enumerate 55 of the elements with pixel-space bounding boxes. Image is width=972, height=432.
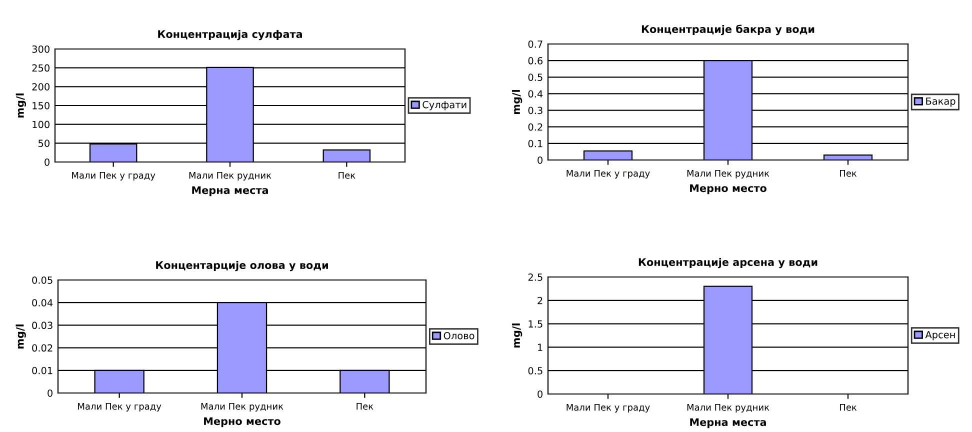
y-tick-label: 0.4 xyxy=(528,90,543,98)
x-tick-label: Мали Пек у граду xyxy=(78,403,162,412)
y-axis-title: mg/l xyxy=(16,94,26,118)
y-tick-label: 0.02 xyxy=(32,344,52,352)
y-axis-title: mg/l xyxy=(512,90,522,114)
x-tick-label: Пек xyxy=(338,172,356,179)
x-axis-title: Мерно место xyxy=(204,417,280,428)
y-tick-label: 250 xyxy=(32,64,50,72)
legend-label: Олово xyxy=(444,332,474,340)
y-tick-label: 2 xyxy=(538,296,542,304)
y-tick-label: 300 xyxy=(32,45,50,53)
y-tick-label: 0.05 xyxy=(32,276,52,284)
y-tick-label: 0.7 xyxy=(528,40,542,48)
y-tick-label: 0 xyxy=(538,156,542,164)
y-tick-label: 150 xyxy=(32,102,50,110)
x-axis-title: Мерна места xyxy=(192,186,268,196)
y-tick-label: 0.04 xyxy=(32,299,53,306)
x-tick-label: Пек xyxy=(840,170,857,177)
x-tick-label: Мали Пек рудник xyxy=(687,404,770,412)
y-tick-label: 2.5 xyxy=(528,273,542,281)
legend-label: Бакар xyxy=(926,98,956,107)
y-tick-label: 1.5 xyxy=(528,320,542,328)
y-tick-label: 0.3 xyxy=(528,106,542,114)
x-tick-label: Мали Пек рудник xyxy=(189,172,272,180)
y-axis-title: mg/l xyxy=(16,324,26,348)
y-tick-label: 100 xyxy=(32,120,50,128)
legend-label: Сулфати xyxy=(422,100,466,110)
y-tick-label: 0.5 xyxy=(528,367,542,374)
y-tick-label: 0.1 xyxy=(528,140,542,148)
x-tick-label: Мали Пек у граду xyxy=(566,404,650,412)
y-tick-label: 0.2 xyxy=(528,123,542,131)
x-tick-label: Пек xyxy=(840,404,857,411)
y-axis-title: mg/l xyxy=(512,324,522,348)
y-tick-label: 0.03 xyxy=(32,322,52,330)
x-tick-label: Пек xyxy=(356,403,374,410)
y-tick-label: 200 xyxy=(32,83,50,90)
y-tick-label: 0 xyxy=(48,389,52,397)
x-axis-title: Мерна места xyxy=(690,418,766,428)
chart-title: Концентрације арсена у води xyxy=(638,258,818,268)
legend-label: Арсен xyxy=(925,331,955,340)
chart-title: Концентрација сулфата xyxy=(158,30,302,40)
x-axis-title: Мерно место xyxy=(690,184,766,194)
y-tick-label: 50 xyxy=(38,140,50,147)
x-tick-label: Мали Пек рудник xyxy=(201,403,284,412)
y-tick-label: 0.6 xyxy=(528,57,543,64)
x-tick-label: Мали Пек у граду xyxy=(566,170,650,178)
y-tick-label: 0.01 xyxy=(32,366,52,374)
x-tick-label: Мали Пек у граду xyxy=(72,172,156,180)
x-tick-label: Мали Пек рудник xyxy=(687,170,770,178)
y-tick-label: 0 xyxy=(44,158,50,166)
chart-title: Концентрације бакра у води xyxy=(642,24,814,36)
y-tick-label: 1 xyxy=(538,344,542,351)
y-tick-label: 0 xyxy=(538,390,542,398)
y-tick-label: 0.5 xyxy=(528,74,542,81)
chart-title: Концентарције олова у води xyxy=(156,260,328,272)
